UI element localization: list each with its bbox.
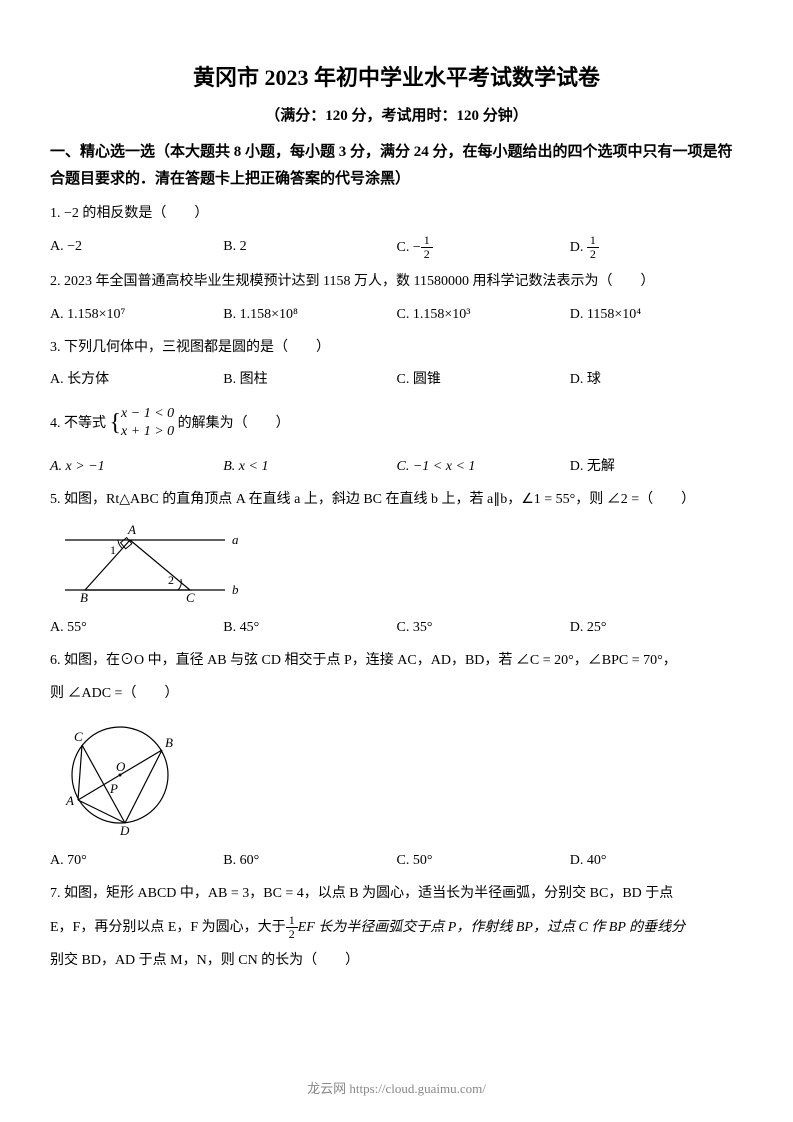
circle-diagram-icon: C B A D O P (60, 715, 190, 835)
exam-subtitle: （满分：120 分，考试用时：120 分钟） (50, 104, 743, 125)
q6-option-d: D. 40° (570, 848, 743, 873)
q1-option-c: C. −12 (397, 234, 570, 261)
question-6: 6. 如图，在⊙O 中，直径 AB 与弦 CD 相交于点 P，连接 AC，AD，… (50, 648, 743, 675)
q7-line2-prefix: E，F，再分别以点 E，F 为圆心，大于 (50, 920, 286, 935)
question-7-line2: E，F，再分别以点 E，F 为圆心，大于12EF 长为半径画弧交于点 P，作射线… (50, 914, 743, 942)
svg-text:a: a (232, 532, 239, 547)
q4-line1: x − 1 < 0 (121, 405, 174, 423)
q1-c-prefix: C. − (397, 240, 421, 255)
q1-c-den: 2 (421, 248, 433, 261)
question-7-line3: 别交 BD，AD 于点 M，N，则 CN 的长为（ ） (50, 948, 743, 975)
q1-option-b: B. 2 (223, 234, 396, 261)
q4-option-c: C. −1 < x < 1 (397, 454, 570, 479)
q1-option-d: D. 12 (570, 234, 743, 261)
q5-option-b: B. 45° (223, 615, 396, 640)
svg-text:O: O (116, 759, 126, 774)
question-7-line1: 7. 如图，矩形 ABCD 中，AB = 3，BC = 4，以点 B 为圆心，适… (50, 881, 743, 908)
q4-suffix: 的解集为（ ） (178, 416, 290, 431)
svg-text:B: B (80, 590, 88, 602)
q3-option-d: D. 球 (570, 367, 743, 392)
svg-text:2: 2 (168, 573, 174, 587)
svg-text:P: P (109, 781, 118, 796)
question-6-options: A. 70° B. 60° C. 50° D. 40° (50, 848, 743, 873)
question-5-options: A. 55° B. 45° C. 35° D. 25° (50, 615, 743, 640)
question-5: 5. 如图，Rt△ABC 的直角顶点 A 在直线 a 上，斜边 BC 在直线 b… (50, 487, 743, 514)
q1-c-num: 1 (421, 234, 433, 248)
q3-option-a: A. 长方体 (50, 367, 223, 392)
q4-line2: x + 1 > 0 (121, 423, 174, 441)
q3-option-b: B. 图柱 (223, 367, 396, 392)
q6-option-c: C. 50° (397, 848, 570, 873)
question-3-options: A. 长方体 B. 图柱 C. 圆锥 D. 球 (50, 367, 743, 392)
q2-option-d: D. 1158×10⁴ (570, 302, 743, 327)
q5-option-a: A. 55° (50, 615, 223, 640)
svg-text:b: b (232, 582, 239, 597)
question-4-options: A. x > −1 B. x < 1 C. −1 < x < 1 D. 无解 (50, 454, 743, 479)
section-header: 一、精心选一选（本大题共 8 小题，每小题 3 分，满分 24 分，在每小题给出… (50, 139, 743, 193)
svg-text:D: D (119, 823, 130, 835)
page-footer: 龙云网 https://cloud.guaimu.com/ (0, 1078, 793, 1097)
q4-option-b: B. x < 1 (223, 454, 396, 479)
svg-text:C: C (186, 590, 195, 602)
q4-prefix: 4. 不等式 (50, 416, 106, 431)
q6-option-b: B. 60° (223, 848, 396, 873)
q1-option-a: A. −2 (50, 234, 223, 261)
svg-text:1: 1 (110, 543, 116, 557)
q1-d-prefix: D. (570, 240, 587, 255)
q4-option-a: A. x > −1 (50, 454, 223, 479)
q7-frac-den: 2 (286, 928, 298, 941)
question-4: 4. 不等式 { x − 1 < 0 x + 1 > 0 的解集为（ ） (50, 401, 743, 447)
q2-option-a: A. 1.158×10⁷ (50, 302, 223, 327)
svg-text:A: A (127, 522, 136, 537)
question-2: 2. 2023 年全国普通高校毕业生规模预计达到 1158 万人，数 11580… (50, 269, 743, 296)
question-1-options: A. −2 B. 2 C. −12 D. 12 (50, 234, 743, 261)
q1-d-num: 1 (587, 234, 599, 248)
q6-option-a: A. 70° (50, 848, 223, 873)
figure-6: C B A D O P (60, 715, 743, 840)
svg-text:C: C (74, 729, 83, 744)
q4-option-d: D. 无解 (570, 454, 743, 479)
svg-text:B: B (165, 735, 173, 750)
q7-frac-num: 1 (286, 914, 298, 928)
q1-d-den: 2 (587, 248, 599, 261)
q2-option-c: C. 1.158×10³ (397, 302, 570, 327)
q7-line2-suffix: EF 长为半径画弧交于点 P，作射线 BP，过点 C 作 BP 的垂线分 (298, 920, 685, 935)
question-6-line2: 则 ∠ADC =（ ） (50, 681, 743, 708)
q3-option-c: C. 圆锥 (397, 367, 570, 392)
svg-text:A: A (65, 793, 74, 808)
question-2-options: A. 1.158×10⁷ B. 1.158×10⁸ C. 1.158×10³ D… (50, 302, 743, 327)
q5-option-c: C. 35° (397, 615, 570, 640)
question-3: 3. 下列几何体中，三视图都是圆的是（ ） (50, 335, 743, 362)
triangle-diagram-icon: A B C a b 1 2 (60, 522, 250, 602)
q5-option-d: D. 25° (570, 615, 743, 640)
figure-5: A B C a b 1 2 (60, 522, 743, 607)
q2-option-b: B. 1.158×10⁸ (223, 302, 396, 327)
exam-title: 黄冈市 2023 年初中学业水平考试数学试卷 (50, 60, 743, 92)
question-1: 1. −2 的相反数是（ ） (50, 201, 743, 228)
